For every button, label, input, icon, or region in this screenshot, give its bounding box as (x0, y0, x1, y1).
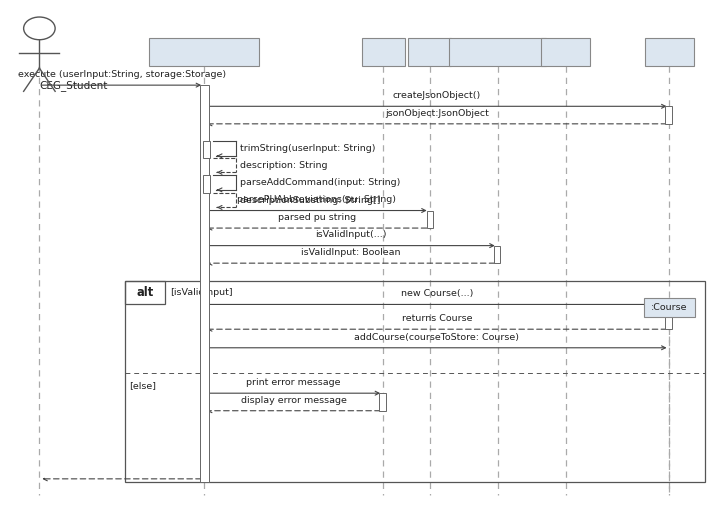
Text: :AddCoursesCommand: :AddCoursesCommand (153, 47, 256, 56)
Text: descriptionSubstring: String[]: descriptionSubstring: String[] (240, 196, 380, 205)
Text: addCourse(courseToStore: Course): addCourse(courseToStore: Course) (354, 333, 519, 342)
Text: description: String: description: String (240, 160, 327, 170)
Bar (665, 106, 672, 124)
Bar (379, 393, 386, 411)
Bar (362, 38, 405, 66)
Text: print error message: print error message (246, 378, 341, 387)
Text: :Ui: :Ui (377, 47, 389, 56)
Bar (644, 298, 695, 317)
Bar (203, 175, 210, 193)
Text: parseAddCommand(input: String): parseAddCommand(input: String) (240, 178, 400, 187)
Text: execute (userInput:String, storage:Storage): execute (userInput:String, storage:Stora… (18, 70, 226, 79)
Text: :Storage: :Storage (650, 47, 689, 56)
Bar (200, 85, 209, 482)
Bar (645, 38, 694, 66)
Text: jsonObject:JsonObject: jsonObject:JsonObject (384, 109, 489, 118)
Text: trimString(userInput: String): trimString(userInput: String) (240, 144, 375, 153)
Bar (427, 211, 433, 228)
Text: parsed pu string: parsed pu string (278, 213, 356, 222)
Text: :Command: :Command (541, 47, 590, 56)
Bar (408, 38, 451, 66)
Text: :Parser: :Parser (414, 47, 445, 56)
Bar (449, 38, 546, 66)
Bar (541, 38, 590, 66)
Bar (125, 281, 165, 304)
Text: parsePUAbbreviations(pu: String): parsePUAbbreviations(pu: String) (237, 196, 397, 204)
Text: [isValidInput]: [isValidInput] (170, 288, 233, 297)
Text: isValidInput: Boolean: isValidInput: Boolean (301, 248, 400, 257)
Bar (125, 281, 705, 482)
Bar (203, 141, 210, 158)
Text: CEG_Student: CEG_Student (39, 80, 107, 91)
Text: display error message: display error message (241, 396, 347, 405)
Text: alt: alt (136, 286, 154, 299)
Text: new Course(...): new Course(...) (400, 289, 473, 298)
Text: :Course: :Course (652, 303, 687, 312)
Bar (494, 246, 500, 263)
Bar (665, 304, 672, 329)
Text: [else]: [else] (129, 381, 156, 390)
Text: returns Course: returns Course (402, 314, 472, 323)
Text: createJsonObject(): createJsonObject() (392, 91, 481, 100)
Bar (149, 38, 259, 66)
Text: :CourseValidator: :CourseValidator (460, 47, 535, 56)
Text: isValidInput(...): isValidInput(...) (315, 231, 387, 239)
